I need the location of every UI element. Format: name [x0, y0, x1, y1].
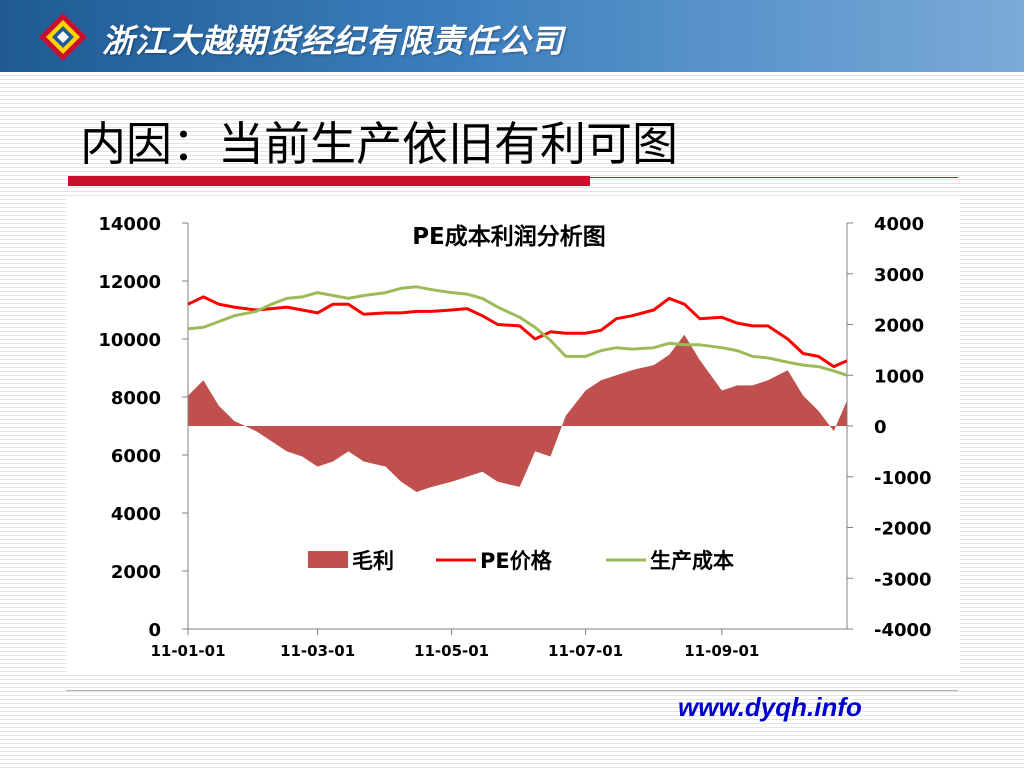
footer-rule — [66, 690, 958, 691]
legend-label-1: PE价格 — [480, 549, 553, 573]
x-tick-label: 11-09-01 — [684, 642, 759, 660]
line-layer — [187, 285, 848, 377]
right-tick-label: 0 — [874, 417, 887, 438]
left-tick-label: 4000 — [111, 504, 161, 525]
left-tick-label: 8000 — [111, 388, 161, 409]
chart-title: PE成本利润分析图 — [412, 223, 606, 250]
left-tick-label: 12000 — [98, 272, 161, 293]
left-tick-label: 14000 — [98, 214, 161, 235]
right-tick-label: -4000 — [874, 620, 932, 641]
legend-label-0: 毛利 — [352, 549, 394, 573]
legend-swatch-0 — [308, 551, 348, 568]
right-tick-label: -3000 — [874, 569, 932, 590]
company-name: 浙江大越期货经纪有限责任公司 — [102, 22, 565, 60]
slide-title: 内因：当前生产依旧有利可图 — [80, 117, 678, 171]
x-tick-label: 11-03-01 — [280, 642, 355, 660]
right-tick-label: 2000 — [874, 316, 924, 337]
legend-label-2: 生产成本 — [650, 549, 734, 573]
chart-panel: PE成本利润分析图 0 2000 4000 6000 8000 10000 12000 140… — [66, 196, 960, 674]
right-tick-label: 1000 — [874, 366, 924, 387]
website-link[interactable]: www.dyqh.info — [678, 692, 862, 722]
right-tick-label: 3000 — [874, 265, 924, 286]
company-logo-icon — [39, 13, 87, 61]
right-tick-label: 4000 — [874, 214, 924, 235]
x-tick-label: 11-07-01 — [548, 642, 623, 660]
legend: 毛利 PE价格 生产成本 — [308, 549, 734, 573]
series-line-2 — [187, 285, 848, 377]
title-rule — [68, 176, 590, 186]
series-area-0 — [188, 334, 847, 492]
margin-area-layer — [188, 334, 847, 492]
right-tick-label: -2000 — [874, 519, 932, 540]
x-tick-label: 11-05-01 — [414, 642, 489, 660]
left-tick-label: 2000 — [111, 562, 161, 583]
header-banner: 浙江大越期货经纪有限责任公司 — [0, 0, 1024, 72]
left-tick-label: 6000 — [111, 446, 161, 467]
left-tick-label: 10000 — [98, 330, 161, 351]
series-line-1 — [187, 295, 848, 369]
title-rule-thin — [590, 177, 958, 178]
pe-cost-profit-chart: PE成本利润分析图 020004000600080001000012000140… — [98, 214, 931, 660]
axes-layer: 02000400060008000100001200014000-4000-30… — [98, 214, 931, 660]
right-tick-label: -1000 — [874, 468, 932, 489]
x-tick-label: 11-01-01 — [150, 642, 225, 660]
left-tick-label: 0 — [148, 620, 161, 641]
